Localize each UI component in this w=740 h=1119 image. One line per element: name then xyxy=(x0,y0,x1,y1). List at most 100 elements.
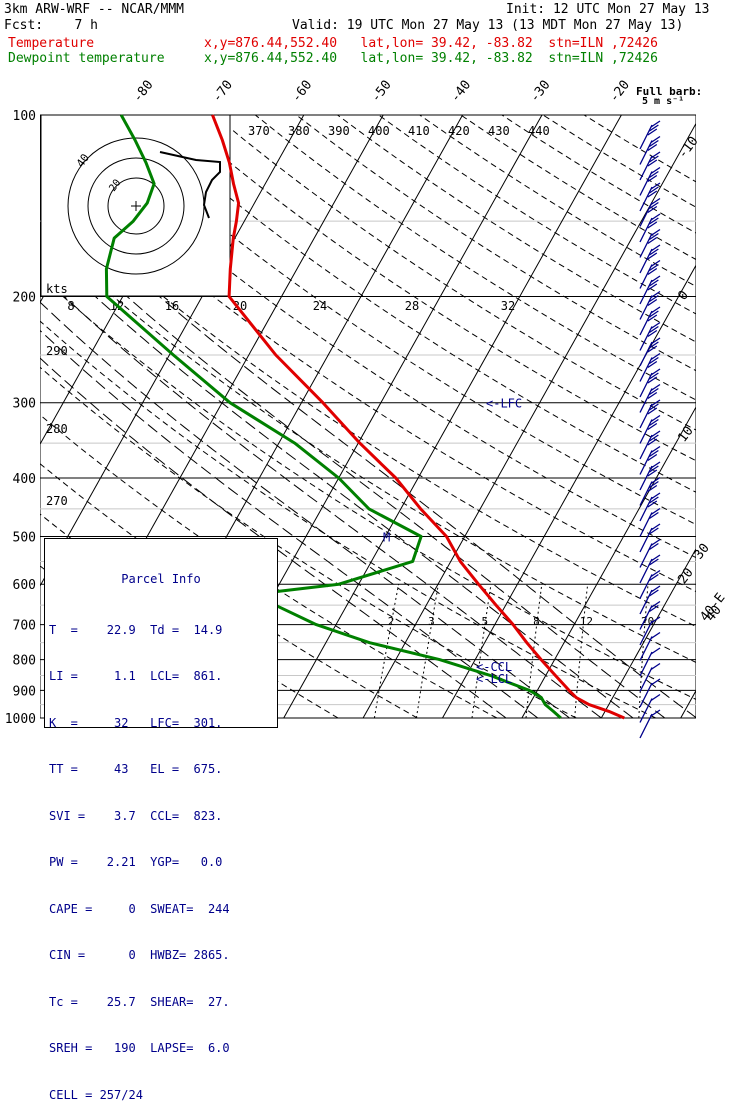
temperature-legend: Temperature xyxy=(8,36,94,51)
parcel-info-row: SREH = 190 LAPSE= 6.0 xyxy=(45,1041,277,1057)
dry-adiabat xyxy=(461,115,740,718)
theta-label: 440 xyxy=(528,124,550,138)
mixing-ratio-label: 2 xyxy=(388,615,395,628)
wind-barb-flag xyxy=(651,493,660,499)
pressure-label: 100 xyxy=(13,109,36,124)
dry-adiabat xyxy=(584,115,740,718)
theta-label: 420 xyxy=(448,124,470,138)
isotherm-label: -80 xyxy=(130,78,156,106)
hodograph-speed-label: 24 xyxy=(313,299,327,313)
isotherm-label: 0 xyxy=(675,288,692,303)
isotherm-label: 10 xyxy=(675,424,696,446)
isotherm xyxy=(681,115,740,718)
parcel-info-row: Tc = 25.7 SHEAR= 27. xyxy=(45,995,277,1011)
wind-barb-flag xyxy=(651,648,660,654)
parcel-info-panel: Parcel Info T = 22.9 Td = 14.9 LI = 1.1 … xyxy=(44,538,278,728)
wind-barb-flag xyxy=(651,695,660,701)
wind-barb-flag xyxy=(651,416,660,422)
theta-label: 380 xyxy=(288,124,310,138)
wind-barb-flag xyxy=(651,540,660,546)
dry-adiabat-label: 290 xyxy=(46,344,68,358)
hodograph-axis-unit: kts xyxy=(46,282,68,296)
level-marker: <-LFC xyxy=(486,397,522,411)
pressure-label: 1000 xyxy=(5,712,36,727)
hodograph-speed-label: 8 xyxy=(67,299,74,313)
init-time: Init: 12 UTC Mon 27 May 13 xyxy=(506,2,710,17)
parcel-info-row: T = 22.9 Td = 14.9 xyxy=(45,623,277,639)
wind-barb-flag xyxy=(651,307,660,313)
parcel-info-row: CIN = 0 HWBZ= 2865. xyxy=(45,948,277,964)
isotherm-label: 30 xyxy=(691,541,712,563)
wind-barb-flag xyxy=(651,633,660,639)
model-title: 3km ARW-WRF -- NCAR/MMM xyxy=(4,2,184,17)
wind-barb-flag xyxy=(651,679,660,685)
parcel-info-row: LI = 1.1 LCL= 861. xyxy=(45,669,277,685)
corner-label: 40-E xyxy=(697,591,728,625)
isotherm-label: -10 xyxy=(675,134,701,162)
theta-label: 370 xyxy=(248,124,270,138)
pressure-label: 600 xyxy=(13,578,36,593)
isotherm-label: -60 xyxy=(289,78,315,106)
mixing-ratio-label: 3 xyxy=(428,615,435,628)
theta-label: 390 xyxy=(328,124,350,138)
wind-barb xyxy=(640,710,660,738)
isotherm-label: -20 xyxy=(607,78,633,106)
hodograph-speed-label: 28 xyxy=(405,299,419,313)
wind-barb-flag xyxy=(651,555,660,561)
parcel-info-row: TT = 43 EL = 675. xyxy=(45,762,277,778)
pressure-label: 200 xyxy=(13,291,36,306)
wind-barb-flag xyxy=(651,354,660,360)
wind-barb-flag xyxy=(651,152,660,158)
wind-barb-flag xyxy=(651,261,660,267)
wind-barb-flag xyxy=(651,214,660,220)
wind-barb-flag xyxy=(651,137,660,143)
pressure-label: 800 xyxy=(13,654,36,669)
dry-adiabat-label: 280 xyxy=(46,422,68,436)
parcel-info-title: Parcel Info xyxy=(45,572,277,588)
parcel-info-row: SVI = 3.7 CCL= 823. xyxy=(45,809,277,825)
parcel-info-row: CELL = 257/24 xyxy=(45,1088,277,1104)
wind-barb-flag xyxy=(651,385,660,391)
parcel-info-row: PW = 2.21 YGP= 0.0 xyxy=(45,855,277,871)
mixing-ratio-label: 12 xyxy=(580,615,593,628)
isotherm-label: -30 xyxy=(527,78,553,106)
mixing-ratio-label: 5 xyxy=(481,615,488,628)
pressure-label: 900 xyxy=(13,684,36,699)
wind-barb-flag xyxy=(651,121,660,127)
barb-legend-value: 5 m s⁻¹ xyxy=(642,96,684,107)
mixing-ratio-label: 8 xyxy=(533,615,540,628)
pressure-label: 500 xyxy=(13,530,36,545)
pressure-label: 400 xyxy=(13,472,36,487)
wind-barb-flag xyxy=(651,276,660,282)
theta-label: 430 xyxy=(488,124,510,138)
hodograph-speed-label: 16 xyxy=(165,299,179,313)
dewpoint-location: x,y=876.44,552.40 lat,lon= 39.42, -83.82… xyxy=(204,51,658,66)
wind-barb-flag xyxy=(651,245,660,251)
wind-barb-flag xyxy=(651,447,660,453)
pressure-label: 700 xyxy=(13,619,36,634)
hodograph-speed-label: 32 xyxy=(501,299,515,313)
isotherm-label: -70 xyxy=(210,78,236,106)
forecast-hour: Fcst: 7 h xyxy=(4,18,98,33)
parcel-info-row: K = 32 LFC= 301. xyxy=(45,716,277,732)
wind-barb-flag xyxy=(651,323,660,329)
isotherm-label: -40 xyxy=(448,78,474,106)
isotherm-label: -50 xyxy=(369,78,395,106)
wind-barb-flag xyxy=(651,524,660,530)
wind-barb-flag xyxy=(651,338,660,344)
wind-barb-flag xyxy=(651,369,660,375)
wind-barb-flag xyxy=(651,586,660,592)
parcel-info-row: CAPE = 0 SWEAT= 244 xyxy=(45,902,277,918)
dry-adiabat-label: 270 xyxy=(46,494,68,508)
wind-barb-flag xyxy=(651,509,660,515)
mixing-ratio-line xyxy=(639,584,648,718)
valid-time: Valid: 19 UTC Mon 27 May 13 (13 MDT Mon … xyxy=(292,18,683,33)
level-marker: <-LCL xyxy=(476,672,512,686)
theta-label: 400 xyxy=(368,124,390,138)
wind-barb-flag xyxy=(651,168,660,174)
dry-adiabat xyxy=(296,115,740,718)
level-marker: M xyxy=(383,530,390,544)
wind-barb-flag xyxy=(651,664,660,670)
wind-barb-flag xyxy=(651,462,660,468)
wind-barb-flag xyxy=(651,230,660,236)
